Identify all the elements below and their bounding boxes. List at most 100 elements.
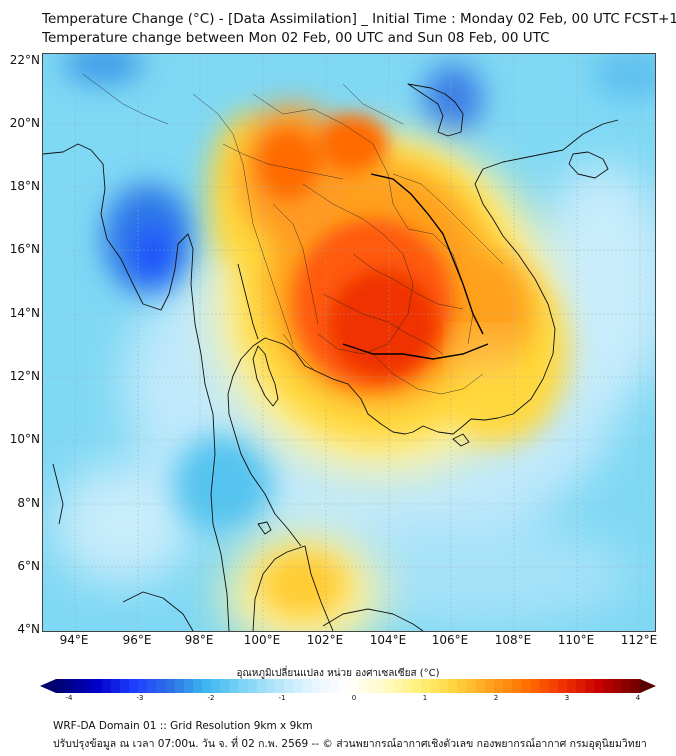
colorbar-cell	[302, 679, 312, 693]
lat-label-14n: 14°N	[9, 306, 40, 320]
colorbar-cell	[448, 679, 458, 693]
colorbar-cell	[475, 679, 486, 693]
colorbar-cell	[457, 679, 468, 693]
cold-spot-north	[423, 64, 483, 134]
colorbar-tick: 0	[351, 694, 357, 702]
colorbar-tick: -1	[278, 694, 286, 702]
colorbar-cell	[311, 679, 322, 693]
colorbar-cell	[512, 679, 522, 693]
colorbar-cell	[439, 679, 449, 693]
admin-borders	[82, 73, 504, 395]
map-subtitle: Temperature change between Mon 02 Feb, 0…	[42, 30, 550, 46]
colorbar-cell	[484, 679, 495, 693]
colorbar-cell	[320, 679, 331, 693]
colorbar-cell	[603, 679, 614, 693]
lat-label-12n: 12°N	[9, 369, 40, 383]
colorbar-extend-high	[640, 679, 656, 693]
colorbar-cell	[110, 679, 121, 693]
colorbar-tick: 4	[635, 694, 641, 702]
colorbar-cell	[421, 679, 431, 693]
colorbar-cell	[174, 679, 185, 693]
colorbar-cell	[211, 679, 221, 693]
colorbar-cell	[548, 679, 559, 693]
colorbar-cell	[338, 679, 349, 693]
colorbar-tick: 3	[564, 694, 570, 702]
coastlines	[43, 83, 619, 631]
colorbar-cell	[348, 679, 358, 693]
colorbar-cell	[101, 679, 112, 693]
graticule	[43, 54, 655, 631]
colorbar-cell	[129, 679, 139, 693]
colorbar-cell	[557, 679, 568, 693]
lat-label-16n: 16°N	[9, 242, 40, 256]
colorbar-cell	[165, 679, 176, 693]
lon-label-112e: 112°E	[620, 633, 658, 647]
lon-label-98e: 98°E	[184, 633, 214, 647]
lon-label-96e: 96°E	[122, 633, 152, 647]
colorbar-cell	[466, 679, 477, 693]
colorbar-cell	[229, 679, 239, 693]
colorbar-title: อุณหภูมิเปลี่ยนแปลง หน่วย องศาเซลเซียส (…	[236, 668, 440, 679]
colorbar-cell	[576, 679, 586, 693]
colorbar-cell	[521, 679, 531, 693]
colorbar-cell	[147, 679, 157, 693]
lat-label-10n: 10°N	[9, 432, 40, 446]
colorbar-tick: 2	[493, 694, 499, 702]
colorbar-tick: -3	[136, 694, 144, 702]
lon-label-104e: 104°E	[369, 633, 407, 647]
colorbar-cell	[220, 679, 230, 693]
footer-credit: ปรับปรุงข้อมูล ณ เวลา 07:00น. วัน จ. ที่…	[53, 738, 647, 750]
colorbar-cell	[530, 679, 541, 693]
lon-label-110e: 110°E	[557, 633, 595, 647]
lat-label-6n: 6°N	[17, 559, 40, 573]
colorbar-cell	[375, 679, 385, 693]
colorbar-cell	[630, 679, 641, 693]
colorbar-cell	[202, 679, 212, 693]
colorbar-cell	[594, 679, 604, 693]
lat-label-4n: 4°N	[17, 622, 40, 636]
lon-label-102e: 102°E	[306, 633, 344, 647]
colorbar-cell	[56, 679, 66, 693]
colorbar-cell	[293, 679, 303, 693]
colorbar-cell	[621, 679, 632, 693]
colorbar-cell	[430, 679, 440, 693]
colorbar-cell	[393, 679, 404, 693]
colorbar-cell	[402, 679, 413, 693]
colorbar-cell	[65, 679, 75, 693]
colorbar-tick: 1	[422, 694, 428, 702]
colorbar-cell	[567, 679, 577, 693]
colorbar-cell	[411, 679, 422, 693]
colorbar	[40, 679, 656, 693]
colorbar-cell	[138, 679, 148, 693]
colorbar-cell	[83, 679, 93, 693]
temperature-change-map[interactable]	[42, 53, 656, 632]
colorbar-cell	[119, 679, 130, 693]
colorbar-cell	[357, 679, 367, 693]
lon-label-106e: 106°E	[431, 633, 469, 647]
colorbar-cell	[92, 679, 103, 693]
lon-label-100e: 100°E	[243, 633, 281, 647]
lon-label-94e: 94°E	[59, 633, 89, 647]
footer-domain-info: WRF-DA Domain 01 :: Grid Resolution 9km …	[53, 720, 313, 732]
colorbar-cell	[183, 679, 194, 693]
colorbar-cell	[284, 679, 294, 693]
colorbar-tick: -2	[207, 694, 215, 702]
colorbar-cell	[612, 679, 623, 693]
lat-label-8n: 8°N	[17, 496, 40, 510]
map-title: Temperature Change (°C) - [Data Assimila…	[42, 11, 676, 27]
lat-label-18n: 18°N	[9, 179, 40, 193]
colorbar-cell	[494, 679, 504, 693]
colorbar-cell	[156, 679, 166, 693]
colorbar-cell	[275, 679, 285, 693]
colorbar-cell	[238, 679, 249, 693]
colorbar-cell	[329, 679, 340, 693]
colorbar-tick: -4	[65, 694, 73, 702]
lat-label-20n: 20°N	[9, 116, 40, 130]
colorbar-extend-low	[40, 679, 56, 693]
colorbar-cell	[256, 679, 267, 693]
lon-label-108e: 108°E	[494, 633, 532, 647]
colorbar-cell	[265, 679, 276, 693]
colorbar-cell	[503, 679, 513, 693]
colorbar-cell	[247, 679, 258, 693]
colorbar-cell	[192, 679, 203, 693]
